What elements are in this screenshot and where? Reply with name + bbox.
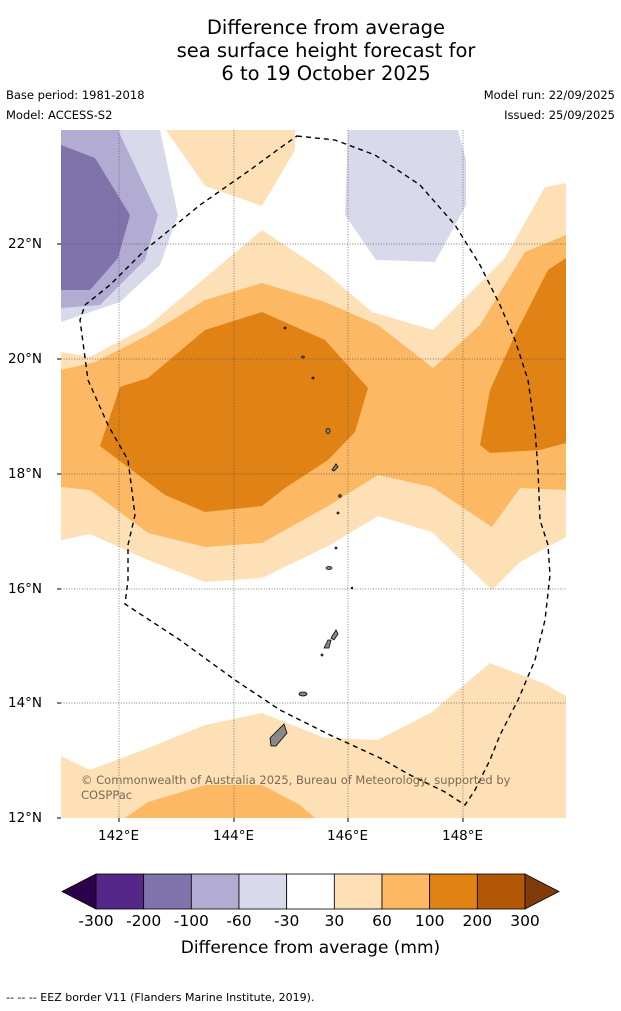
colorbar-label-6: 60 xyxy=(372,912,392,930)
island-asuncion xyxy=(311,376,315,380)
positive-region-60-south xyxy=(125,785,315,818)
model-run: Model run: 22/09/2025 xyxy=(483,88,615,102)
title-line-1: Difference from average xyxy=(206,16,446,39)
colorbar xyxy=(61,873,560,910)
positive-region-30-south xyxy=(61,663,566,818)
colorbar-label-4: -30 xyxy=(273,912,300,930)
lon-label-142: 142°E xyxy=(98,828,140,844)
eez-border xyxy=(79,135,551,806)
island-tinian xyxy=(323,639,332,649)
copyright-notice: © Commonwealth of Australia 2025, Bureau… xyxy=(81,773,511,802)
islands xyxy=(269,326,354,747)
island-agrihan xyxy=(325,428,331,434)
positive-region-30-north xyxy=(166,130,295,206)
title-line-3: 6 to 19 October 2025 xyxy=(221,62,431,85)
eez-footnote: -- -- -- EEZ border V11 (Flanders Marine… xyxy=(6,991,315,1004)
island-guam xyxy=(269,723,288,747)
colorbar-label-1: -200 xyxy=(126,912,162,930)
axis-ticks xyxy=(57,243,464,822)
colorbar-label-3: -60 xyxy=(226,912,252,930)
colorbar-label-2: -100 xyxy=(173,912,209,930)
island-sarigan xyxy=(334,546,338,550)
colorbar-extend-high xyxy=(524,873,560,910)
island-alamagan xyxy=(338,494,342,498)
base-period: Base period: 1981-2018 xyxy=(6,88,145,102)
colorbar-swatch-1 xyxy=(143,873,192,910)
lon-label-148: 148°E xyxy=(442,828,484,844)
lat-label-14: 14°N xyxy=(8,695,43,711)
island-pagan xyxy=(331,463,339,472)
anomaly-map xyxy=(57,130,566,822)
lat-label-12: 12°N xyxy=(8,810,43,826)
colorbar-swatch-7 xyxy=(429,873,478,910)
island-saipan xyxy=(330,629,339,641)
colorbar-label-8: 200 xyxy=(462,912,493,930)
chart-title: Difference from average sea surface heig… xyxy=(0,16,621,85)
colorbar-title: Difference from average (mm) xyxy=(180,938,441,958)
title-line-2: sea surface height forecast for xyxy=(176,39,476,62)
negative-region-30-east xyxy=(345,130,466,262)
colorbar-label-9: 300 xyxy=(510,912,540,930)
positive-region-100-east xyxy=(480,258,566,453)
colorbar-swatch-8 xyxy=(476,873,526,910)
island-rota xyxy=(298,691,308,697)
lon-label-144: 144°E xyxy=(213,828,255,844)
island-guguan xyxy=(336,511,340,515)
island-maug xyxy=(301,355,305,359)
negative-region-100 xyxy=(61,145,130,290)
colorbar-swatch-6 xyxy=(381,873,431,910)
lat-label-20: 20°N xyxy=(8,351,43,367)
colorbar-label-7: 100 xyxy=(414,912,445,930)
lat-label-16: 16°N xyxy=(8,581,43,597)
island-farallon xyxy=(283,326,287,330)
colorbar-swatch-0 xyxy=(95,873,145,910)
colorbar-swatch-2 xyxy=(190,873,240,910)
issued-date: Issued: 25/09/2025 xyxy=(504,108,615,122)
colorbar-extend-low xyxy=(61,873,97,910)
model-name: Model: ACCESS-S2 xyxy=(6,108,113,122)
colorbar-label-5: 30 xyxy=(324,912,345,930)
graticule xyxy=(61,130,566,818)
colorbar-label-0: -300 xyxy=(78,912,114,930)
island-aguijan xyxy=(320,653,324,657)
lat-label-22: 22°N xyxy=(8,236,43,252)
colorbar-swatch-5 xyxy=(333,873,383,910)
lon-label-146: 146°E xyxy=(327,828,369,844)
positive-region-100-west xyxy=(100,312,368,512)
lat-label-18: 18°N xyxy=(8,466,43,482)
island-reef xyxy=(350,586,354,590)
colorbar-swatch-3 xyxy=(238,873,288,910)
island-anatahan xyxy=(325,566,333,570)
colorbar-swatch-4 xyxy=(286,873,335,910)
